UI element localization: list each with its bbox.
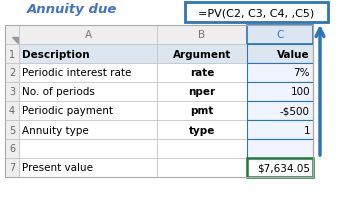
Bar: [157, 45, 247, 64]
Text: -$500: -$500: [280, 106, 310, 116]
Bar: [157, 64, 247, 83]
Bar: [19, 26, 157, 45]
Bar: [247, 158, 313, 177]
Bar: [157, 139, 247, 158]
Bar: [157, 158, 247, 177]
Text: 1: 1: [303, 125, 310, 135]
Text: 5: 5: [9, 125, 15, 135]
Text: Present value: Present value: [22, 163, 93, 173]
Text: 4: 4: [9, 106, 15, 116]
Bar: [247, 139, 313, 158]
Text: No. of periods: No. of periods: [22, 87, 95, 97]
Text: 7: 7: [9, 163, 15, 173]
Text: C: C: [276, 30, 284, 40]
Text: type: type: [189, 125, 215, 135]
Text: 3: 3: [9, 87, 15, 97]
Bar: [19, 45, 157, 64]
Text: 6: 6: [9, 144, 15, 154]
Text: Argument: Argument: [173, 49, 231, 59]
Text: Periodic interest rate: Periodic interest rate: [22, 68, 131, 78]
Polygon shape: [12, 38, 18, 44]
Bar: [157, 26, 247, 45]
Bar: [5, 83, 19, 101]
Text: nper: nper: [189, 87, 216, 97]
Bar: [247, 83, 313, 101]
Bar: [5, 45, 19, 64]
Text: A: A: [84, 30, 92, 40]
Text: 7%: 7%: [293, 68, 310, 78]
Bar: [5, 139, 19, 158]
Bar: [157, 120, 247, 139]
Text: $7,634.05: $7,634.05: [257, 163, 310, 173]
Bar: [5, 158, 19, 177]
Text: Annuity type: Annuity type: [22, 125, 89, 135]
Text: Value: Value: [277, 49, 310, 59]
Bar: [5, 64, 19, 83]
Text: 100: 100: [290, 87, 310, 97]
Text: B: B: [198, 30, 206, 40]
Text: rate: rate: [190, 68, 214, 78]
Bar: [247, 101, 313, 120]
Text: 1: 1: [9, 49, 15, 59]
Text: Periodic payment: Periodic payment: [22, 106, 113, 116]
Bar: [5, 120, 19, 139]
Bar: [247, 120, 313, 139]
Text: =PV(C2, C3, C4, ,C5): =PV(C2, C3, C4, ,C5): [198, 8, 315, 18]
Bar: [5, 101, 19, 120]
Bar: [157, 101, 247, 120]
Bar: [247, 45, 313, 64]
Bar: [5, 26, 19, 45]
Text: Annuity due: Annuity due: [27, 3, 117, 16]
Bar: [185, 3, 328, 23]
Bar: [19, 158, 157, 177]
Text: Description: Description: [22, 49, 90, 59]
Bar: [157, 83, 247, 101]
Text: pmt: pmt: [190, 106, 214, 116]
Bar: [19, 64, 157, 83]
Bar: [5, 26, 313, 177]
Bar: [19, 101, 157, 120]
Text: 2: 2: [9, 68, 15, 78]
Bar: [19, 139, 157, 158]
Bar: [19, 83, 157, 101]
Bar: [247, 26, 313, 45]
Bar: [247, 64, 313, 83]
Bar: [19, 120, 157, 139]
